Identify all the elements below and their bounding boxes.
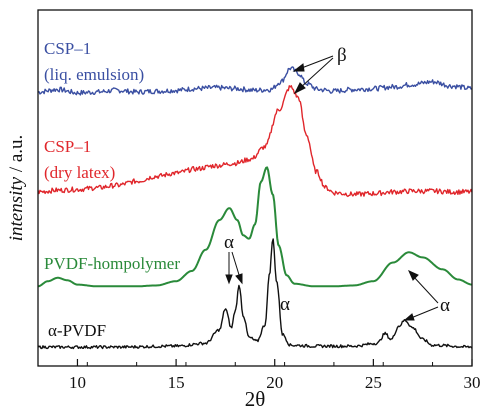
series-line-3 [37,238,473,350]
x-axis-ticks: 10 15 20 25 30 [37,359,481,392]
alpha-right-arrows [403,270,439,321]
y-axis-title-italic: intensity [6,176,27,241]
series-label-csp1-liq-line1: CSP–1 [44,39,91,58]
plot-frame [37,9,473,367]
series-line-2 [37,166,473,288]
y-axis-title-unit: / a.u. [6,135,27,177]
series-label-alpha-pvdf: α-PVDF [48,321,106,340]
y-axis-title: intensity / a.u. [6,135,27,242]
annotation-alpha-mid: α [280,294,290,315]
series-line-1 [37,85,473,198]
alpha-left-arrows [225,251,243,285]
x-tick-label-10: 10 [69,373,86,392]
series-label-csp1-liq-line2: (liq. emulsion) [44,65,144,84]
beta-arrows [292,55,334,95]
annotation-beta: β [337,45,347,66]
x-tick-label-20: 20 [266,373,283,392]
series-label-csp1-dry-line1: CSP–1 [44,137,91,156]
series-line-0 [37,66,473,96]
x-tick-label-15: 15 [168,373,185,392]
series-layer [37,66,473,350]
x-axis-title: 2θ [245,387,266,411]
series-label-csp1-dry-line2: (dry latex) [44,163,115,182]
series-label-pvdf-homopolymer: PVDF-hompolymer [44,254,180,273]
annotation-alpha-right: α [440,295,450,316]
annotation-alpha-left: α [224,232,234,253]
x-tick-label-30: 30 [464,373,481,392]
x-tick-label-25: 25 [365,373,382,392]
